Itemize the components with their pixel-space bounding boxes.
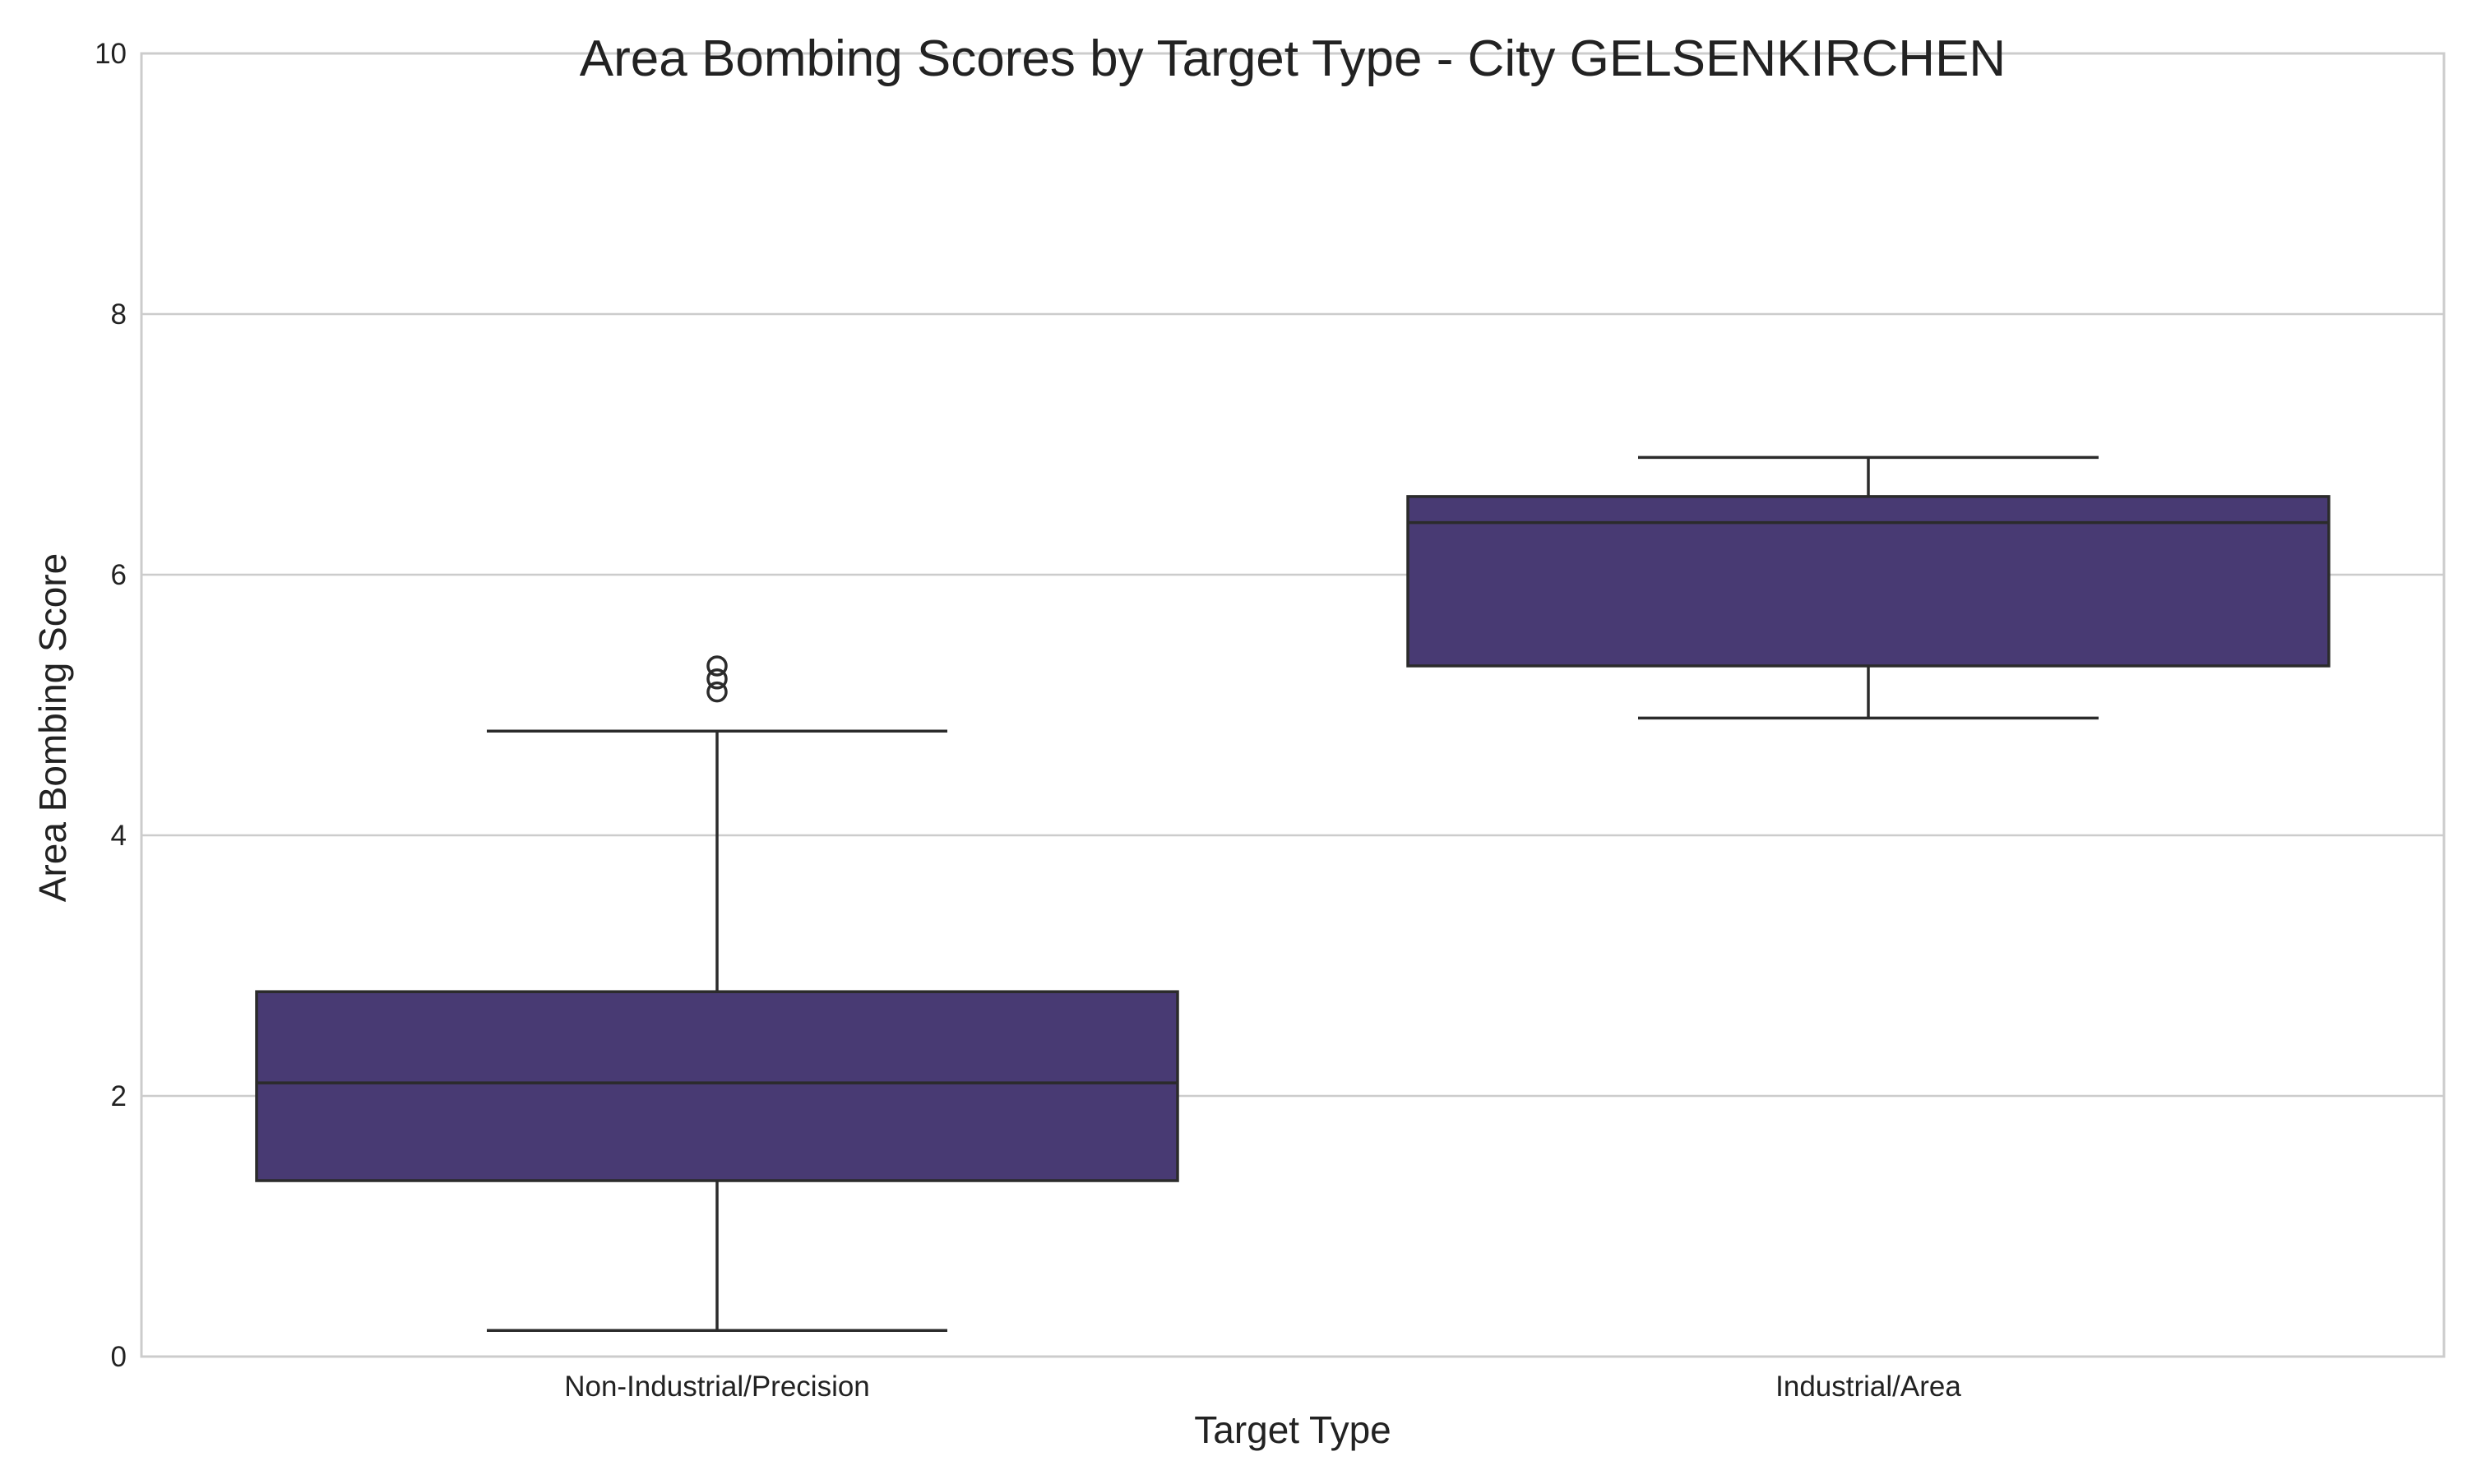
y-tick-label: 10 [95,38,127,70]
y-tick-label: 0 [111,1341,127,1373]
x-axis-label: Target Type [1194,1408,1391,1451]
chart-title: Area Bombing Scores by Target Type - Cit… [580,30,2006,87]
x-tick-labels: Non-Industrial/Precision Industrial/Area [564,1371,1961,1403]
y-tick-label: 6 [111,559,127,591]
y-tick-label: 4 [111,820,127,852]
box-group [1408,457,2329,718]
x-tick-label: Non-Industrial/Precision [564,1371,870,1403]
grid-layer [141,314,2444,1096]
x-tick-label: Industrial/Area [1775,1371,1961,1403]
box-group [257,657,1178,1330]
y-tick-label: 2 [111,1080,127,1112]
box-layer [257,457,2329,1330]
y-tick-labels: 0 2 4 6 8 10 [95,38,127,1373]
y-axis-label: Area Bombing Score [31,553,74,902]
y-tick-label: 8 [111,298,127,331]
iqr-box [257,992,1178,1181]
outlier-point [708,657,726,675]
